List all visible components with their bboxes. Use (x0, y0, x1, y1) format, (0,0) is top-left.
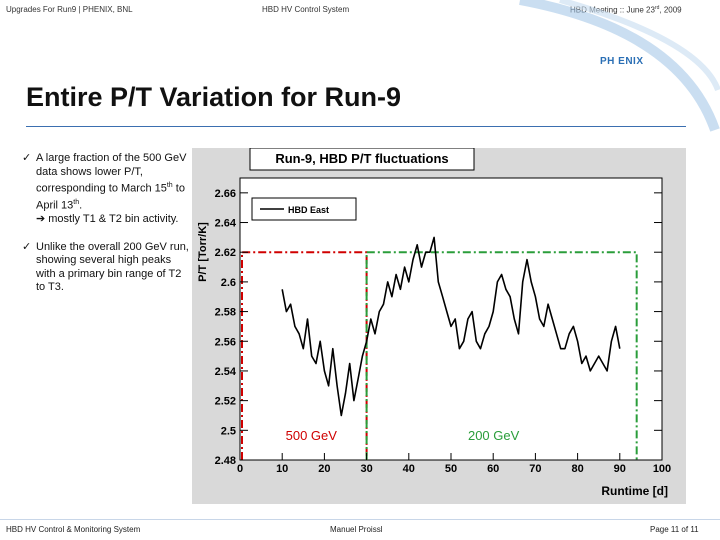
chart-svg: 500 GeV 200 GeV 0 10 20 30 40 50 60 70 80 90 100 2.4… (192, 147, 686, 504)
y-tick-label: 2.66 (215, 188, 236, 200)
header-right: HBD Meeting :: June 23rd, 2009 (570, 5, 682, 15)
y-tick-label: 2.56 (215, 336, 236, 348)
slide-title: Entire P/T Variation for Run-9 (26, 82, 402, 112)
y-tick-label: 2.48 (215, 455, 236, 467)
legend-label: HBD East (288, 205, 329, 215)
footer-center: Manuel Proissl (330, 525, 383, 534)
x-tick-label: 80 (571, 463, 583, 475)
y-axis-label: P/T [Torr/K] (197, 222, 209, 282)
y-tick-label: 2.5 (221, 425, 236, 437)
check-icon: ✓ (22, 240, 32, 253)
region-label: 200 GeV (468, 428, 520, 443)
footer-left: HBD HV Control & Monitoring System (6, 525, 141, 534)
bullet-item: ✓ A large fraction of the 500 GeV data s… (22, 152, 187, 226)
chart-title-box (249, 147, 475, 171)
region-label: 500 GeV (286, 428, 338, 443)
bullet-item: ✓ Unlike the overall 200 GeV run, showin… (22, 240, 189, 294)
x-tick-label: 60 (487, 463, 499, 475)
phenix-logo: PH ENIX (600, 56, 644, 67)
footer-rule (0, 519, 720, 520)
decorative-arc (519, 0, 720, 132)
header-bar: Upgrades For Run9 | PHENIX, BNL HBD HV C… (0, 0, 720, 18)
x-tick-label: 40 (403, 463, 415, 475)
y-tick-label: 2.54 (215, 366, 237, 378)
y-tick-label: 2.6 (221, 277, 236, 289)
x-tick-label: 100 (653, 463, 671, 475)
bullet-list: ✓ A large fraction of the 500 GeV data s… (22, 152, 192, 309)
x-tick-label: 10 (276, 463, 288, 475)
header-left: Upgrades For Run9 | PHENIX, BNL (6, 5, 133, 14)
chart-title: Run-9, HBD P/T fluctuations (275, 151, 448, 166)
y-tick-label: 2.62 (215, 247, 236, 259)
x-tick-label: 90 (614, 463, 626, 475)
y-tick-label: 2.64 (215, 218, 237, 230)
x-tick-label: 70 (529, 463, 541, 475)
chart: 500 GeV 200 GeV 0 10 20 30 40 50 60 70 80 90 100 2.4… (192, 147, 686, 504)
x-tick-label: 50 (445, 463, 457, 475)
check-icon: ✓ (22, 152, 32, 164)
footer-bar: HBD HV Control & Monitoring System Manue… (0, 520, 720, 540)
bullet-subline: ➔ mostly T1 & T2 bin activity. (36, 213, 179, 226)
series-line (281, 236, 621, 417)
plot-area (240, 178, 662, 460)
region-boundary (365, 251, 638, 460)
x-tick-label: 0 (237, 463, 243, 475)
x-tick-label: 30 (360, 463, 372, 475)
title-rule (26, 126, 686, 127)
header-center: HBD HV Control System (262, 5, 350, 14)
x-tick-label: 20 (318, 463, 330, 475)
y-tick-label: 2.52 (215, 396, 236, 408)
footer-right: Page 11 of 11 (650, 525, 699, 534)
x-axis-label: Runtime [d] (601, 484, 668, 498)
y-tick-label: 2.58 (215, 307, 236, 319)
legend-box (251, 197, 357, 221)
